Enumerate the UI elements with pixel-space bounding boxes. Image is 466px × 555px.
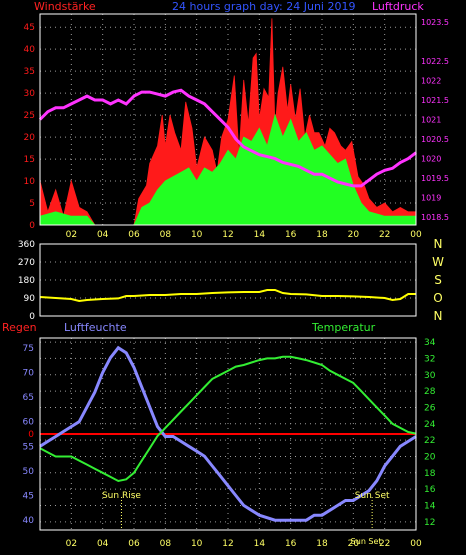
y-right-tick-label: 16 bbox=[424, 485, 436, 495]
x-tick-label: 22 bbox=[379, 230, 390, 240]
y-left-tick-label: 10 bbox=[24, 177, 36, 187]
panel-frame bbox=[39, 337, 417, 531]
x-tick-label: 20 bbox=[348, 539, 360, 549]
x-tick-label: 12 bbox=[222, 539, 233, 549]
wind-strength-label: Windstärke bbox=[34, 0, 96, 13]
y-left-tick-label: 15 bbox=[24, 155, 35, 165]
humidity-temperature-panel: 40 45 50 55 60 65 70 75 12 14 16 18 20 22 24 26 28 30 32 34… bbox=[23, 337, 436, 549]
pressure-label: Luftdruck bbox=[372, 0, 424, 13]
compass-label: O bbox=[433, 291, 442, 305]
humidity-series bbox=[39, 345, 417, 522]
x-tick-label: 16 bbox=[285, 230, 297, 240]
pressure-series bbox=[38, 88, 417, 188]
x-tick-label: 06 bbox=[128, 539, 140, 549]
x-tick-label: 06 bbox=[128, 230, 140, 240]
x-tick-label: 14 bbox=[254, 230, 266, 240]
compass-label: W bbox=[432, 255, 444, 269]
y-left-tick-label: 35 bbox=[24, 67, 35, 77]
x-tick-label: 02 bbox=[66, 230, 77, 240]
y-left-tick-label: 30 bbox=[24, 89, 36, 99]
y-right-tick-label: 32 bbox=[424, 354, 435, 364]
wind-avg-series bbox=[39, 113, 417, 226]
x-tick-label: 12 bbox=[222, 230, 233, 240]
y-left-tick-label: 40 bbox=[24, 45, 36, 55]
x-tick-label: 20 bbox=[348, 230, 360, 240]
y-left-tick-label: 25 bbox=[24, 111, 35, 121]
y-right-tick-label: 24 bbox=[424, 420, 436, 430]
wind-direction-series bbox=[39, 289, 416, 303]
y-right-tick-label: 34 bbox=[424, 338, 436, 348]
y-right-tick-label: 22 bbox=[424, 436, 435, 446]
temperature-label: Temperatur bbox=[311, 321, 376, 334]
sunset-bottom-label: Sun Set bbox=[351, 537, 382, 546]
y-left-tick-label: 20 bbox=[24, 133, 36, 143]
x-tick-label: 16 bbox=[285, 539, 297, 549]
y-right-tick-label: 1018.5 bbox=[421, 213, 449, 222]
x-tick-label: 18 bbox=[316, 230, 328, 240]
y-tick-label: 270 bbox=[18, 258, 35, 268]
y-right-tick-label: 12 bbox=[424, 518, 435, 528]
x-tick-label: 04 bbox=[97, 230, 109, 240]
y-right-tick-label: 1020.5 bbox=[421, 135, 449, 144]
x-tick-label: 00 bbox=[410, 230, 422, 240]
y-right-tick-label: 1023.5 bbox=[421, 18, 449, 27]
y-right-tick-label: 1019.5 bbox=[421, 174, 449, 183]
chart-title: 24 hours graph day: 24 Juni 2019 bbox=[172, 0, 355, 13]
y-left-tick-label: 60 bbox=[23, 418, 35, 428]
wind-pressure-panel: 0 5 10 15 20 25 30 35 40 45 02 04 06 08 10 12 14 16 18 20 22… bbox=[24, 13, 449, 240]
x-tick-label: 08 bbox=[160, 230, 172, 240]
y-left-tick-label: 45 bbox=[24, 23, 35, 33]
x-tick-label: 10 bbox=[191, 539, 203, 549]
x-tick-label: 02 bbox=[66, 539, 77, 549]
y-right-tick-label: 26 bbox=[424, 403, 436, 413]
y-right-tick-label: 14 bbox=[424, 501, 436, 511]
x-tick-label: 10 bbox=[191, 230, 203, 240]
x-tick-label: 04 bbox=[97, 539, 109, 549]
humidity-label: Luftfeuchte bbox=[64, 321, 127, 334]
x-tick-label: 22 bbox=[379, 539, 390, 549]
x-tick-label: 08 bbox=[160, 539, 172, 549]
compass-label: S bbox=[434, 273, 442, 287]
y-left-tick-label: 50 bbox=[23, 467, 35, 477]
temperature-series bbox=[39, 355, 417, 483]
y-right-tick-label: 1019 bbox=[421, 194, 441, 203]
panel-frame bbox=[39, 13, 417, 226]
sunrise-label: Sun Rise bbox=[102, 491, 141, 501]
y-left-tick-label: 55 bbox=[23, 442, 34, 452]
y-left-tick-label: 45 bbox=[23, 492, 34, 502]
compass-label: N bbox=[434, 309, 443, 323]
y-left-tick-label: 0 bbox=[29, 221, 35, 231]
y-tick-label: 90 bbox=[24, 294, 36, 304]
x-tick-label: 00 bbox=[410, 539, 422, 549]
sunset-label: Sun Set bbox=[355, 491, 390, 501]
y-right-tick-label: 1020 bbox=[421, 155, 441, 164]
y-left-tick-label: 70 bbox=[23, 368, 35, 378]
y-tick-label: 360 bbox=[18, 240, 35, 250]
y-right-tick-label: 1022 bbox=[421, 76, 441, 85]
x-tick-label: 18 bbox=[316, 539, 328, 549]
y-left-tick-label: 40 bbox=[23, 516, 35, 526]
y-right-tick-label: 20 bbox=[424, 452, 436, 462]
rain-zero-label: 0 bbox=[28, 430, 34, 440]
y-right-tick-label: 1021 bbox=[421, 116, 441, 125]
y-right-tick-label: 18 bbox=[424, 469, 436, 479]
y-left-tick-label: 65 bbox=[23, 393, 34, 403]
y-right-tick-label: 1021.5 bbox=[421, 96, 449, 105]
x-tick-label: 14 bbox=[254, 539, 266, 549]
y-tick-label: 0 bbox=[29, 312, 35, 322]
y-left-tick-label: 75 bbox=[23, 344, 34, 354]
panel-frame bbox=[39, 243, 417, 317]
y-right-tick-label: 30 bbox=[424, 371, 436, 381]
y-left-tick-label: 5 bbox=[29, 199, 35, 209]
y-right-tick-label: 1022.5 bbox=[421, 57, 449, 66]
y-tick-label: 180 bbox=[18, 276, 35, 286]
y-right-tick-label: 28 bbox=[424, 387, 436, 397]
rain-label: Regen bbox=[2, 321, 37, 334]
compass-label: N bbox=[434, 237, 443, 251]
